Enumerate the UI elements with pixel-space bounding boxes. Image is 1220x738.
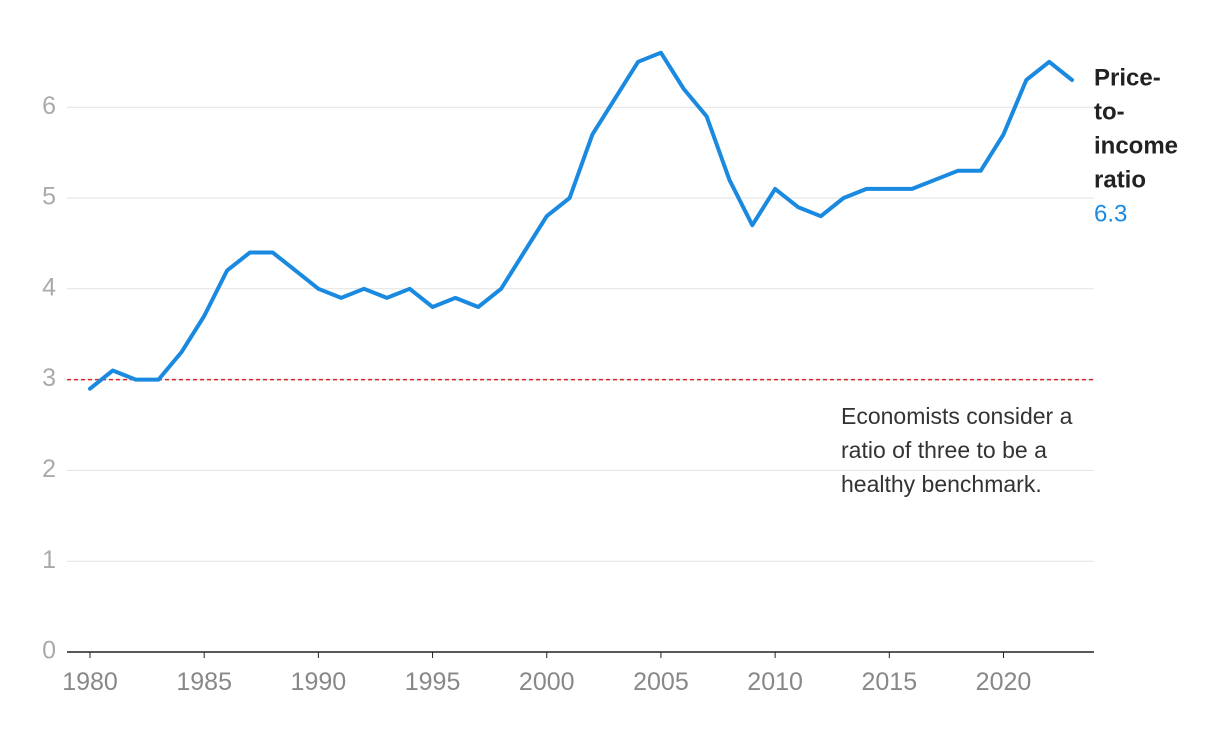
series-latest-value: 6.3 bbox=[1094, 200, 1127, 227]
y-tick-label: 4 bbox=[42, 273, 56, 301]
x-tick-label: 1990 bbox=[291, 668, 347, 696]
series-label-line: ratio bbox=[1094, 166, 1146, 193]
benchmark-annotation-line: Economists consider a bbox=[841, 403, 1073, 429]
series-label-line: income bbox=[1094, 132, 1178, 159]
y-tick-label: 5 bbox=[42, 183, 56, 211]
x-tick-label: 2015 bbox=[861, 668, 917, 696]
y-tick-label: 3 bbox=[42, 364, 56, 392]
x-tick-label: 2005 bbox=[633, 668, 689, 696]
series-label-line: to- bbox=[1094, 98, 1125, 125]
y-tick-label: 0 bbox=[42, 637, 56, 665]
benchmark-annotation-line: ratio of three to be a bbox=[841, 437, 1047, 463]
axes: 0 1 2 3 4 5 6 1980 1985 1990 1995 2000 2005 2010 2015 2… bbox=[42, 92, 1094, 696]
y-tick-label: 6 bbox=[42, 92, 56, 120]
x-tick-label: 1980 bbox=[62, 668, 118, 696]
series-label-line: Price- bbox=[1094, 64, 1161, 91]
x-tick-label: 1985 bbox=[176, 668, 232, 696]
series-group bbox=[88, 50, 1074, 391]
y-tick-label: 2 bbox=[42, 455, 56, 483]
x-tick-label: 2000 bbox=[519, 668, 575, 696]
y-tick-label: 1 bbox=[42, 546, 56, 574]
x-tick-label: 2020 bbox=[976, 668, 1032, 696]
benchmark-annotation-line: healthy benchmark. bbox=[841, 471, 1042, 497]
price-to-income-line bbox=[88, 50, 1074, 391]
x-tick-label: 2010 bbox=[747, 668, 803, 696]
labels: Economists consider a ratio of three to b… bbox=[841, 64, 1178, 497]
x-tick-label: 1995 bbox=[405, 668, 461, 696]
